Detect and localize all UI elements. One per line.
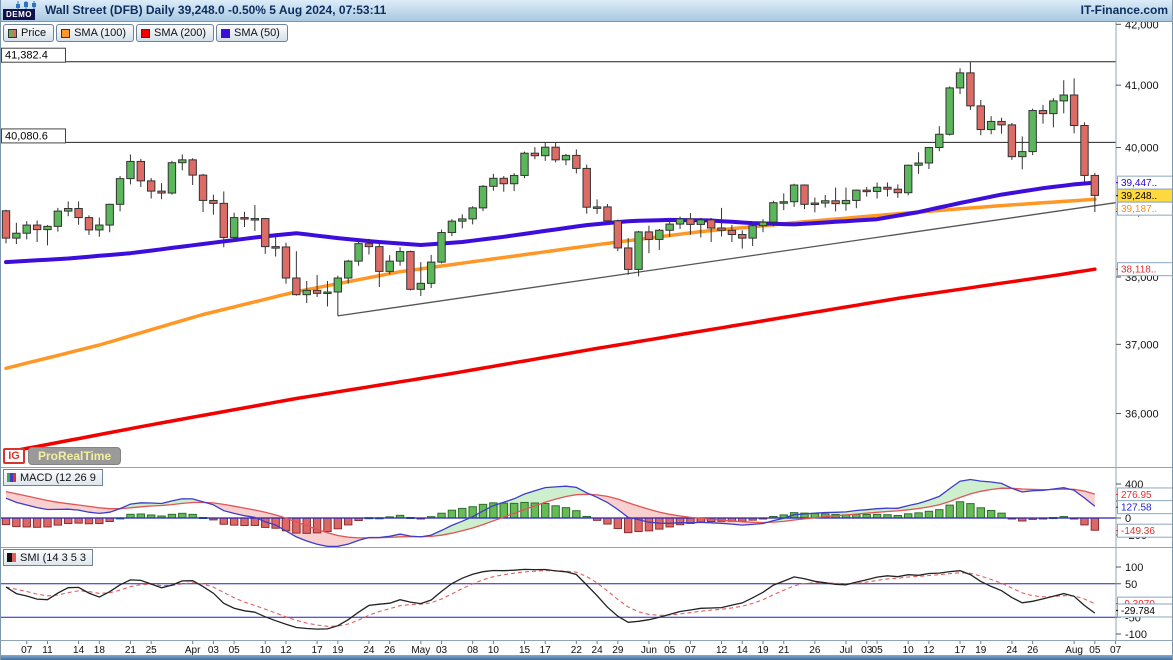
svg-text:19: 19: [975, 645, 987, 655]
svg-text:Aug: Aug: [1065, 645, 1083, 655]
svg-text:26: 26: [809, 645, 821, 655]
svg-text:0: 0: [1125, 513, 1131, 525]
svg-text:26: 26: [1027, 645, 1039, 655]
sma100-legend-label: SMA (100): [74, 27, 127, 39]
svg-text:07: 07: [21, 645, 33, 655]
svg-text:19: 19: [332, 645, 344, 655]
svg-text:22: 22: [571, 645, 583, 655]
svg-text:10: 10: [488, 645, 500, 655]
sma200-swatch-icon: [141, 28, 151, 38]
svg-text:50: 50: [1125, 579, 1137, 591]
sma200-legend-label: SMA (200): [154, 27, 206, 39]
time-axis[interactable]: 07 11 14 18 21 25 Apr 03 05 10 12 17 19 24 26 May 03 08 10…: [1, 640, 1172, 655]
svg-text:12: 12: [923, 645, 935, 655]
svg-text:19: 19: [757, 645, 769, 655]
smi-legend-button[interactable]: SMI (14 3 5 3: [3, 549, 94, 566]
main-chart-canvas[interactable]: 41,382.440,080.642,00041,00040,00039,000…: [1, 22, 1172, 467]
svg-text:21: 21: [778, 645, 790, 655]
svg-text:39,248..: 39,248..: [1121, 191, 1157, 202]
svg-text:24: 24: [363, 645, 375, 655]
svg-text:39,447..: 39,447..: [1121, 178, 1157, 189]
it-finance-link[interactable]: IT-Finance.com: [1080, 3, 1168, 17]
svg-text:29: 29: [612, 645, 624, 655]
svg-text:-29.784: -29.784: [1121, 606, 1155, 617]
demo-badge: DEMO: [3, 9, 35, 20]
svg-text:May: May: [411, 645, 430, 655]
svg-text:36,000: 36,000: [1125, 409, 1159, 421]
svg-text:127.58: 127.58: [1121, 503, 1152, 514]
svg-text:39,187..: 39,187..: [1121, 204, 1157, 215]
macd-legend-button[interactable]: MACD (12 26 9: [3, 469, 103, 486]
svg-text:-149.36: -149.36: [1121, 526, 1155, 537]
svg-text:Jun: Jun: [641, 645, 657, 655]
svg-text:17: 17: [540, 645, 552, 655]
series-legend: Price SMA (100) SMA (200) SMA (50): [3, 24, 288, 42]
svg-text:26: 26: [384, 645, 396, 655]
sma200-legend-button[interactable]: SMA (200): [136, 24, 214, 42]
svg-text:14: 14: [737, 645, 749, 655]
svg-text:05: 05: [872, 645, 884, 655]
svg-text:40,000: 40,000: [1125, 142, 1159, 154]
sma100-legend-button[interactable]: SMA (100): [56, 24, 135, 42]
macd-legend-label: MACD (12 26 9: [20, 471, 96, 484]
price-legend-button[interactable]: Price: [3, 24, 55, 42]
svg-text:03: 03: [861, 645, 873, 655]
svg-text:10: 10: [260, 645, 272, 655]
svg-text:08: 08: [467, 645, 479, 655]
candles-logo-icon: [16, 1, 36, 10]
svg-text:17: 17: [954, 645, 966, 655]
svg-text:24: 24: [592, 645, 604, 655]
svg-text:21: 21: [125, 645, 137, 655]
svg-text:07: 07: [1110, 645, 1122, 655]
svg-text:38,118..: 38,118..: [1121, 265, 1156, 276]
svg-text:17: 17: [312, 645, 324, 655]
svg-text:Jul: Jul: [840, 645, 853, 655]
svg-text:25: 25: [146, 645, 158, 655]
price-swatch-icon: [8, 28, 17, 38]
sma50-legend-button[interactable]: SMA (50): [216, 24, 288, 42]
svg-text:100: 100: [1125, 562, 1143, 574]
sma50-swatch-icon: [221, 28, 230, 38]
svg-text:12: 12: [716, 645, 728, 655]
svg-text:Apr: Apr: [185, 645, 201, 655]
price-legend-label: Price: [21, 27, 47, 39]
sma50-legend-label: SMA (50): [234, 27, 280, 39]
svg-text:11: 11: [42, 645, 53, 655]
svg-text:03: 03: [436, 645, 448, 655]
svg-text:40,080.6: 40,080.6: [5, 130, 48, 142]
svg-text:24: 24: [1006, 645, 1018, 655]
title-bar: DEMO Wall Street (DFB) Daily 39,248.0 -0…: [1, 0, 1172, 22]
svg-text:05: 05: [229, 645, 241, 655]
svg-text:276.95: 276.95: [1121, 490, 1152, 501]
svg-text:18: 18: [94, 645, 106, 655]
svg-text:42,000: 42,000: [1125, 22, 1159, 31]
prorealtime-logo[interactable]: IG ProRealTime: [3, 447, 122, 465]
sma100-swatch-icon: [61, 28, 71, 38]
svg-text:-100: -100: [1125, 629, 1147, 640]
svg-text:14: 14: [73, 645, 85, 655]
svg-text:41,000: 41,000: [1125, 80, 1159, 92]
svg-text:07: 07: [685, 645, 697, 655]
chart-title: Wall Street (DFB) Daily 39,248.0 -0.50% …: [45, 3, 387, 17]
svg-text:10: 10: [903, 645, 915, 655]
window-bottom-edge: [1, 655, 1172, 660]
svg-text:41,382.4: 41,382.4: [5, 50, 48, 62]
prorealtime-badge: ProRealTime: [28, 447, 122, 465]
smi-legend-label: SMI (14 3 5 3: [20, 551, 87, 564]
svg-text:12: 12: [280, 645, 292, 655]
svg-text:05: 05: [664, 645, 676, 655]
macd-swatch-icon: [7, 473, 16, 482]
svg-text:05: 05: [1089, 645, 1101, 655]
svg-text:03: 03: [208, 645, 220, 655]
smi-swatch-icon: [7, 553, 16, 562]
svg-text:37,000: 37,000: [1125, 339, 1159, 351]
svg-text:15: 15: [519, 645, 531, 655]
ig-logo: IG: [3, 448, 25, 464]
